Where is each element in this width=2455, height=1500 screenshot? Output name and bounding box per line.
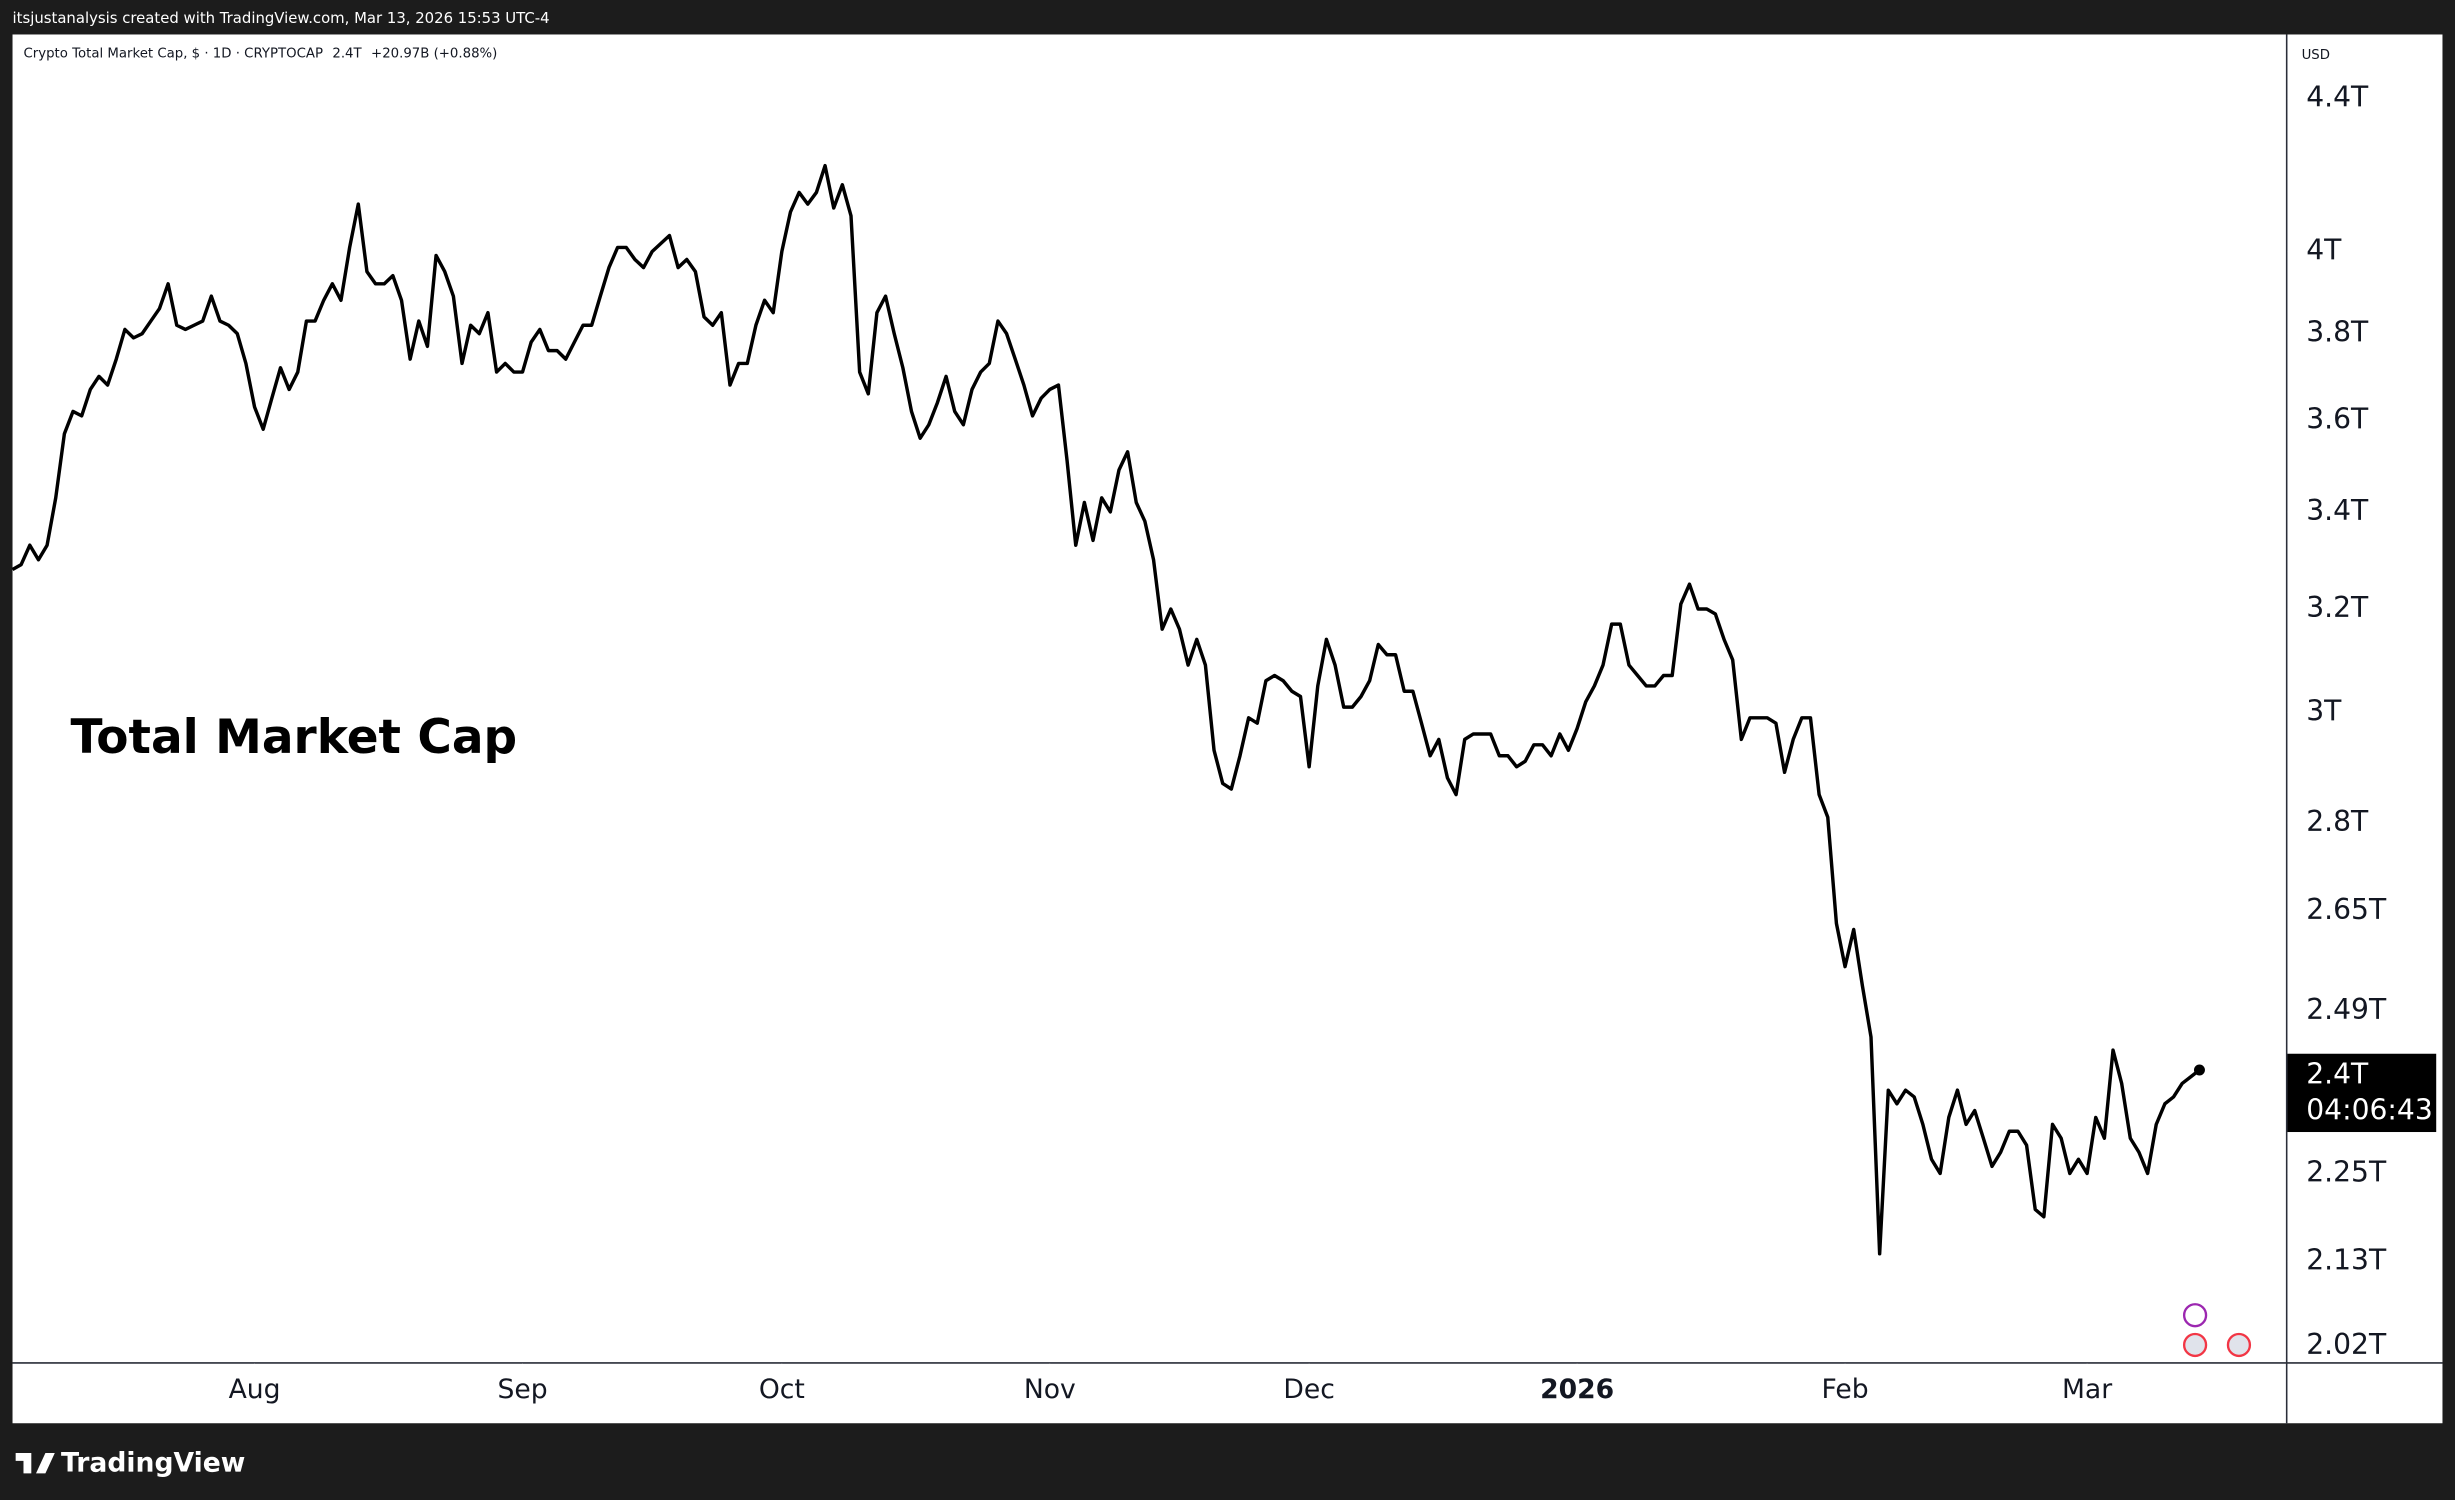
y-tick-label: 2.02T bbox=[2306, 1328, 2387, 1361]
x-tick-label: Mar bbox=[2062, 1374, 2112, 1405]
y-tick-label: 2.8T bbox=[2306, 805, 2369, 838]
legend-last: 2.4T bbox=[332, 46, 362, 61]
y-tick-label: 2.49T bbox=[2306, 993, 2387, 1026]
logo-mark bbox=[15, 1452, 55, 1474]
legend-change: +20.97B (+0.88%) bbox=[371, 46, 497, 61]
logo: TradingView bbox=[15, 1447, 245, 1478]
y-tick-label: 2.13T bbox=[2306, 1243, 2387, 1276]
x-tick-label: Dec bbox=[1283, 1374, 1335, 1405]
annotation: Total Market Cap bbox=[70, 710, 517, 765]
x-tick-label: Feb bbox=[1821, 1374, 1868, 1405]
y-tick-label: 2.65T bbox=[2306, 893, 2387, 926]
y-tick-label: 4.4T bbox=[2306, 81, 2369, 114]
x-tick-label: Aug bbox=[229, 1374, 281, 1405]
x-tick-label: Nov bbox=[1024, 1374, 1076, 1405]
y-tick-label: 3.2T bbox=[2306, 591, 2369, 624]
x-tick-label: 2026 bbox=[1540, 1374, 1614, 1405]
event-icon[interactable] bbox=[2182, 1303, 2208, 1328]
event-icons bbox=[2182, 1303, 2252, 1358]
legend-symbol-name: Crypto Total Market Cap, $ · 1D · CRYPTO… bbox=[23, 46, 323, 61]
last-point bbox=[2193, 1064, 2205, 1076]
chart-area bbox=[12, 34, 2443, 1424]
price-line bbox=[11, 163, 2201, 1256]
logo-text: TradingView bbox=[61, 1447, 245, 1478]
price-tag-countdown: 04:06:43 bbox=[2306, 1094, 2433, 1127]
event-icon[interactable] bbox=[2226, 1332, 2252, 1358]
y-tick-label: 3.6T bbox=[2306, 402, 2369, 435]
event-icon[interactable] bbox=[2182, 1332, 2208, 1358]
y-tick-label: 3.8T bbox=[2306, 316, 2369, 349]
currency: USD bbox=[2302, 48, 2330, 63]
x-tick-label: Oct bbox=[759, 1374, 805, 1405]
price-tag bbox=[2287, 1053, 2437, 1133]
price-tag-price: 2.4T bbox=[2306, 1058, 2369, 1091]
y-tick-label: 3T bbox=[2306, 694, 2342, 727]
y-tick-label: 3.4T bbox=[2306, 494, 2369, 527]
header: itsjustanalysis created with TradingView… bbox=[13, 9, 550, 27]
y-tick-label: 2.25T bbox=[2306, 1155, 2387, 1188]
y-tick-label: 4T bbox=[2306, 233, 2342, 266]
legend-symbol: Crypto Total Market Cap, $ · 1D · CRYPTO… bbox=[23, 46, 497, 61]
x-tick-label: Sep bbox=[497, 1374, 547, 1405]
